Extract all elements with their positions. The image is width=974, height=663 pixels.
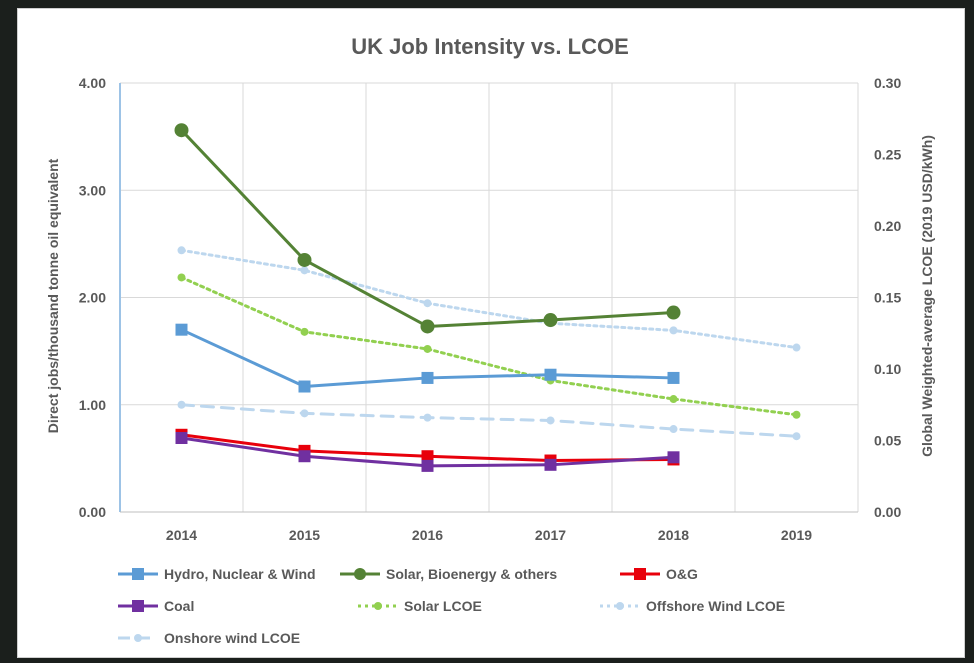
data-point (177, 400, 186, 409)
data-point (667, 371, 680, 384)
y2-tick-label: 0.05 (874, 433, 901, 449)
y-tick-label: 0.00 (79, 504, 106, 520)
series-solar-bioenergy-others (174, 123, 681, 334)
data-point (669, 425, 678, 434)
data-point (421, 459, 434, 472)
series-line (180, 248, 798, 350)
legend-item: Offshore Wind LCOE (600, 598, 785, 614)
series-group (174, 123, 801, 472)
legend-item: Hydro, Nuclear & Wind (118, 566, 316, 582)
legend-item: Solar LCOE (358, 598, 482, 614)
legend-label: O&G (666, 566, 698, 582)
legend-swatch-marker (132, 600, 144, 612)
data-point (544, 458, 557, 471)
legend: Hydro, Nuclear & Wind Solar, Bioenergy & … (118, 566, 785, 646)
data-point (792, 410, 801, 419)
y2-axis-label: Global Weighted-average LCOE (2019 USD/k… (919, 135, 935, 457)
series-hydro-nuclear-wind (175, 323, 680, 393)
x-tick-label: 2016 (412, 527, 443, 543)
series-onshore-wind-lcoe (177, 400, 801, 441)
legend-item: Onshore wind LCOE (118, 630, 300, 646)
data-point (792, 432, 801, 441)
series-coal (175, 431, 680, 472)
x-tick-label: 2015 (289, 527, 320, 543)
legend-label: Solar, Bioenergy & others (386, 566, 557, 582)
data-point (423, 299, 432, 308)
data-point (423, 344, 432, 353)
y-tick-label: 3.00 (79, 182, 106, 198)
series-line (180, 275, 798, 417)
data-point (667, 451, 680, 464)
data-point (177, 246, 186, 255)
legend-label: Coal (164, 598, 194, 614)
y2-tick-label: 0.00 (874, 504, 901, 520)
legend-swatch-marker (616, 602, 624, 610)
legend-label: Hydro, Nuclear & Wind (164, 566, 316, 582)
gridlines (119, 82, 859, 513)
data-point (666, 305, 681, 320)
legend-item: Coal (118, 598, 194, 614)
data-point (546, 416, 555, 425)
data-point (177, 273, 186, 282)
legend-label: Solar LCOE (404, 598, 482, 614)
data-point (669, 395, 678, 404)
y-tick-label: 1.00 (79, 397, 106, 413)
x-tick-label: 2018 (658, 527, 689, 543)
axes: 0.00 1.00 2.00 3.00 4.00 0.00 0.05 0.10 0.15 0.20… (79, 75, 902, 543)
legend-label: Onshore wind LCOE (164, 630, 300, 646)
data-point (421, 371, 434, 384)
y-axis-label: Direct jobs/thousand tonne oil equivalen… (45, 158, 61, 433)
data-point (421, 450, 434, 463)
legend-swatch-marker (374, 602, 382, 610)
y2-tick-label: 0.30 (874, 75, 901, 91)
y2-tick-label: 0.15 (874, 290, 901, 306)
x-tick-label: 2017 (535, 527, 566, 543)
data-point (543, 313, 558, 328)
legend-swatch-marker (134, 634, 142, 642)
data-point (175, 431, 188, 444)
legend-label: Offshore Wind LCOE (646, 598, 785, 614)
data-point (669, 326, 678, 335)
y2-tick-label: 0.10 (874, 361, 901, 377)
data-point (420, 319, 435, 334)
series-line (180, 403, 798, 438)
y2-tick-label: 0.20 (874, 218, 901, 234)
y-tick-label: 4.00 (79, 75, 106, 91)
x-tick-label: 2014 (166, 527, 197, 543)
data-point (544, 368, 557, 381)
y-tick-label: 2.00 (79, 290, 106, 306)
data-point (298, 450, 311, 463)
data-point (300, 266, 309, 275)
data-point (300, 327, 309, 336)
chart-panel (17, 8, 965, 658)
legend-item: O&G (620, 566, 698, 582)
legend-swatch-marker (634, 568, 646, 580)
legend-swatch-marker (354, 568, 366, 580)
data-point (423, 413, 432, 422)
y2-tick-label: 0.25 (874, 147, 901, 163)
data-point (300, 409, 309, 418)
data-point (175, 323, 188, 336)
data-point (174, 123, 189, 138)
legend-swatch-marker (132, 568, 144, 580)
data-point (297, 252, 312, 267)
legend-item: Solar, Bioenergy & others (340, 566, 557, 582)
data-point (792, 343, 801, 352)
x-tick-label: 2019 (781, 527, 812, 543)
chart-title: UK Job Intensity vs. LCOE (351, 34, 629, 59)
data-point (298, 380, 311, 393)
